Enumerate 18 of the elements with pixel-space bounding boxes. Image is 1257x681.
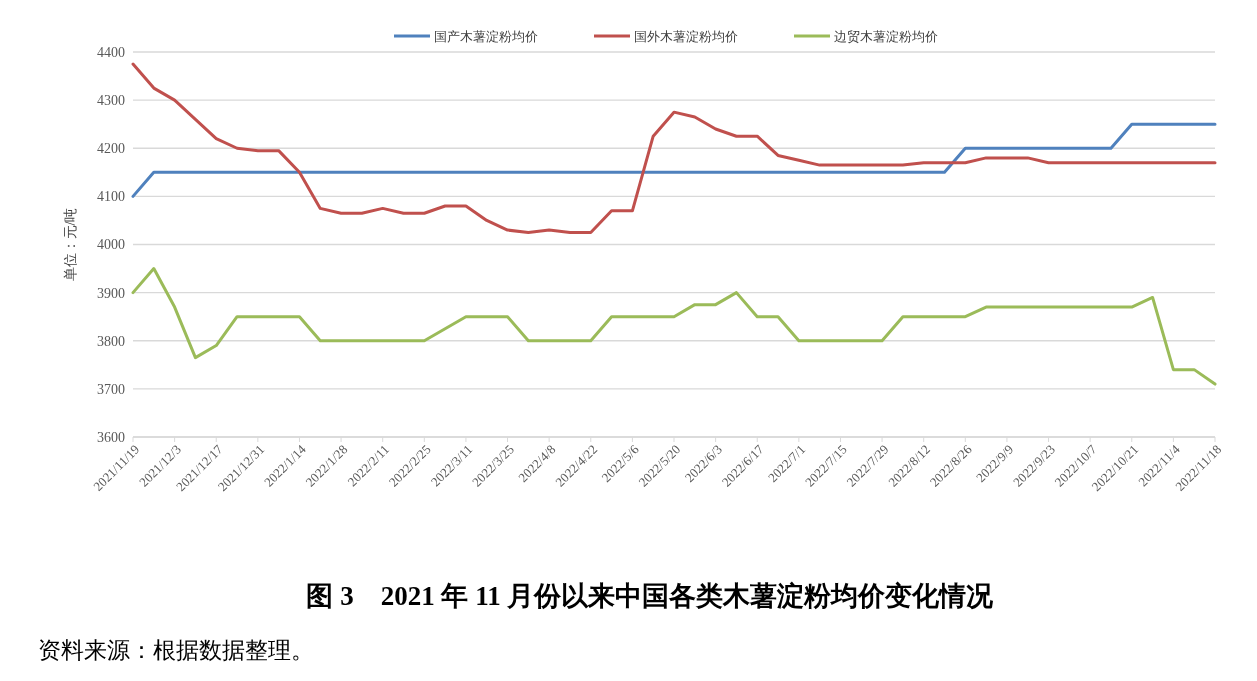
y-tick-label: 4000 — [97, 237, 125, 253]
y-tick-label: 3600 — [97, 429, 125, 445]
y-tick-label: 4400 — [97, 44, 125, 60]
line-series — [131, 122, 1217, 198]
y-tick-label: 3700 — [97, 381, 125, 397]
y-axis-title: 单位：元/吨 — [63, 207, 78, 282]
line-series — [131, 62, 1217, 234]
text: 资料来源：根据数据整理。 — [38, 638, 314, 663]
y-tick-label: 4300 — [97, 93, 125, 109]
text: 图 3 2021 年 11 月份以来中国各类木薯淀粉均价变化情况 — [306, 581, 995, 611]
legend-label: 国外木薯淀粉均价 — [634, 28, 738, 44]
y-tick-label: 3800 — [97, 333, 125, 349]
legend-label: 边贸木薯淀粉均价 — [834, 28, 938, 44]
line-series — [131, 267, 1217, 386]
y-tick-label: 4100 — [97, 189, 125, 205]
legend-label: 国产木薯淀粉均价 — [434, 28, 538, 44]
y-tick-label: 4200 — [97, 141, 125, 157]
y-tick-label: 3900 — [97, 285, 125, 301]
